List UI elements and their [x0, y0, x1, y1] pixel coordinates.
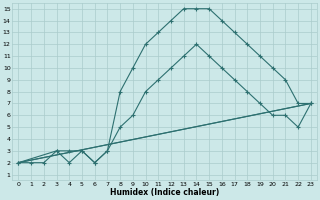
- X-axis label: Humidex (Indice chaleur): Humidex (Indice chaleur): [110, 188, 219, 197]
